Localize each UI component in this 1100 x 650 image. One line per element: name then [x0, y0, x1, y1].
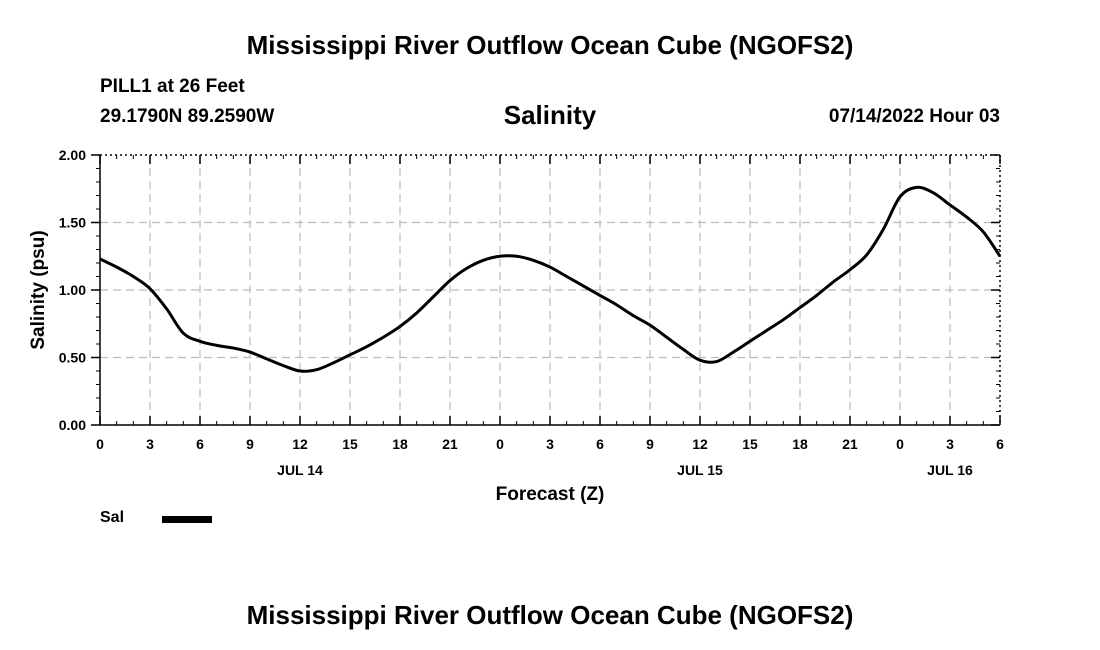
legend-label: Sal	[100, 509, 125, 526]
datetime-label: 07/14/2022 Hour 03	[828, 106, 1000, 127]
variable-title: Salinity	[503, 100, 597, 130]
x-tick-label: 6	[996, 436, 1004, 452]
legend-swatch	[162, 516, 212, 523]
y-tick-label: 1.50	[59, 215, 86, 231]
x-tick-label: 6	[596, 436, 604, 452]
chart-title: Mississippi River Outflow Ocean Cube (NG…	[246, 30, 854, 60]
day-label: JUL 15	[677, 462, 723, 478]
day-label: JUL 16	[927, 462, 973, 478]
x-tick-label: 15	[742, 436, 758, 452]
x-tick-label: 9	[246, 436, 254, 452]
x-axis-title: Forecast (Z)	[496, 484, 605, 505]
x-tick-label: 12	[292, 436, 308, 452]
series-line-sal	[99, 185, 1002, 373]
x-tick-label: 6	[196, 436, 204, 452]
x-tick-label: 12	[692, 436, 708, 452]
y-axis-title: Salinity (psu)	[28, 230, 49, 349]
y-tick-label: 0.50	[59, 350, 86, 366]
y-tick-label: 1.00	[59, 282, 86, 298]
footer-title: Mississippi River Outflow Ocean Cube (NG…	[246, 600, 854, 630]
x-tick-label: 9	[646, 436, 654, 452]
x-tick-label: 0	[896, 436, 904, 452]
coordinates-label: 29.1790N 89.2590W	[100, 106, 275, 127]
x-tick-label: 3	[546, 436, 554, 452]
y-tick-label: 0.00	[59, 417, 86, 433]
x-tick-label: 18	[392, 436, 408, 452]
x-tick-label: 0	[496, 436, 504, 452]
day-label: JUL 14	[277, 462, 323, 478]
station-label: PILL1 at 26 Feet	[100, 76, 245, 97]
x-tick-label: 3	[946, 436, 954, 452]
x-tick-label: 0	[96, 436, 104, 452]
x-tick-label: 3	[146, 436, 154, 452]
x-tick-label: 21	[442, 436, 458, 452]
y-tick-label: 2.00	[59, 147, 86, 163]
x-tick-label: 21	[842, 436, 858, 452]
x-tick-label: 18	[792, 436, 808, 452]
x-tick-label: 15	[342, 436, 358, 452]
